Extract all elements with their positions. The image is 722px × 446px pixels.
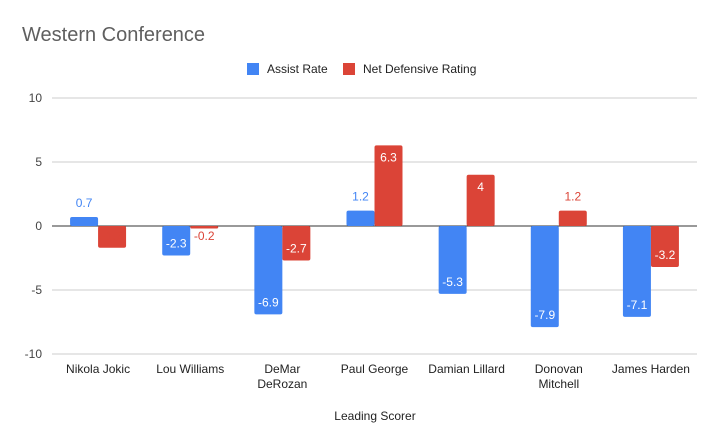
data-label: -1.7 bbox=[102, 229, 123, 243]
y-tick-label: 0 bbox=[35, 219, 42, 233]
gridlines bbox=[52, 97, 697, 355]
data-label: -7.1 bbox=[627, 298, 648, 312]
y-tick-label: -5 bbox=[31, 283, 42, 297]
data-label: 4 bbox=[477, 180, 484, 194]
x-tick-label: DeMar bbox=[264, 362, 300, 376]
bar bbox=[438, 226, 467, 294]
y-axis-ticks: 10 5 0 -5 -10 bbox=[25, 91, 43, 361]
bar bbox=[254, 226, 283, 315]
bar bbox=[162, 226, 191, 256]
legend-swatch bbox=[343, 63, 355, 75]
legend-swatch bbox=[247, 63, 259, 75]
data-label: -7.9 bbox=[534, 308, 555, 322]
bar bbox=[98, 226, 127, 248]
data-label: -0.2 bbox=[194, 229, 215, 243]
bar bbox=[558, 210, 587, 226]
x-tick-label: Paul George bbox=[341, 362, 409, 376]
bar bbox=[70, 217, 99, 226]
x-tick-label: Mitchell bbox=[538, 377, 579, 391]
y-tick-label: 5 bbox=[35, 155, 42, 169]
chart-title: Western Conference bbox=[22, 24, 205, 46]
bar bbox=[346, 210, 375, 226]
data-labels: 0.7 -1.7 -2.3 -0.2 -6.9 -2.7 1.2 6.3 -5.3 4 -7.9 1.… bbox=[76, 150, 676, 322]
data-label: 0.7 bbox=[76, 196, 93, 210]
y-tick-label: -10 bbox=[25, 347, 43, 361]
data-label: -2.3 bbox=[166, 236, 187, 250]
x-tick-label: Lou Williams bbox=[156, 362, 224, 376]
x-tick-label: Damian Lillard bbox=[428, 362, 505, 376]
legend: Assist Rate Net Defensive Rating bbox=[247, 62, 476, 76]
bar bbox=[190, 226, 219, 229]
data-label: 1.2 bbox=[352, 190, 369, 204]
bars bbox=[70, 145, 679, 328]
legend-label: Assist Rate bbox=[267, 62, 328, 76]
x-tick-label: Nikola Jokic bbox=[66, 362, 130, 376]
bar bbox=[650, 226, 679, 267]
bar bbox=[374, 145, 403, 226]
y-tick-label: 10 bbox=[29, 91, 43, 105]
x-tick-label: James Harden bbox=[612, 362, 690, 376]
data-label: 1.2 bbox=[564, 190, 581, 204]
data-label: -2.7 bbox=[286, 242, 307, 256]
bar bbox=[282, 226, 311, 261]
x-tick-label: Donovan bbox=[535, 362, 583, 376]
legend-label: Net Defensive Rating bbox=[363, 62, 476, 76]
data-label: -3.2 bbox=[655, 248, 676, 262]
data-label: -5.3 bbox=[442, 275, 463, 289]
bar bbox=[622, 226, 651, 317]
data-label: 6.3 bbox=[380, 150, 397, 164]
x-tick-label: DeRozan bbox=[257, 377, 307, 391]
data-label: -6.9 bbox=[258, 295, 279, 309]
bar bbox=[530, 226, 559, 328]
x-axis-title: Leading Scorer bbox=[334, 409, 415, 423]
bar bbox=[466, 174, 495, 226]
